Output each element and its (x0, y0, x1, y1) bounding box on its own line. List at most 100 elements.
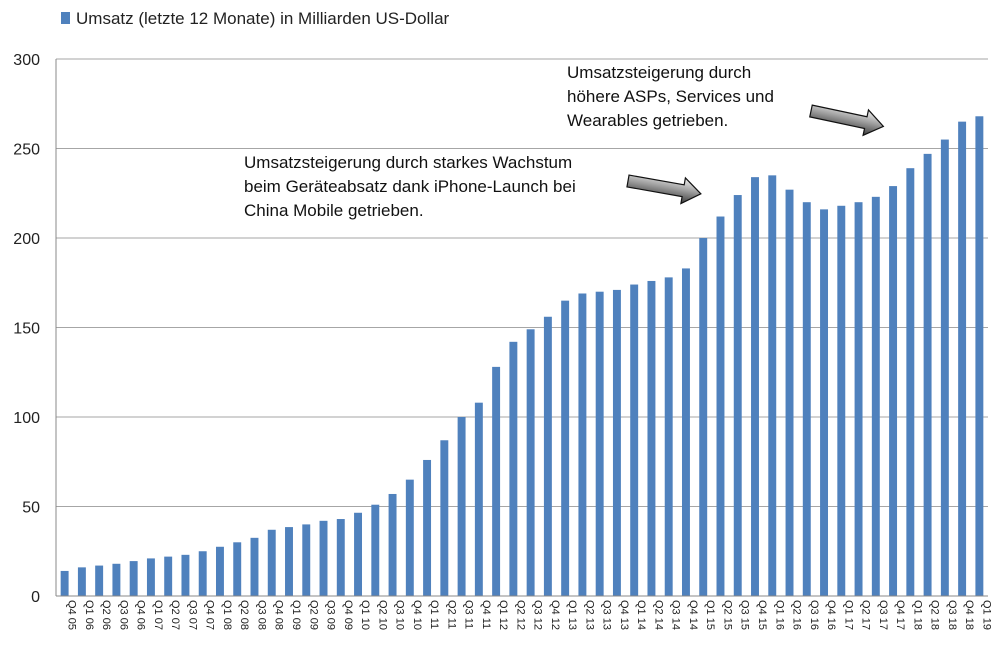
x-tick-label: Q4 15 (756, 600, 768, 630)
gridlines (56, 58, 988, 507)
x-tick-label: Q3 16 (808, 600, 820, 630)
x-tick-label: Q4 05 (66, 600, 78, 630)
bar (198, 551, 207, 596)
annotation-2-line-1: Umsatzsteigerung durch (567, 63, 752, 82)
bar (940, 139, 949, 597)
bar (215, 546, 224, 596)
x-tick-label: Q1 15 (704, 600, 716, 630)
annotation-1-line-1: Umsatzsteigerung durch starkes Wachstum (244, 153, 573, 172)
y-axis-ticks: 0 50 100 150 200 250 300 (13, 52, 40, 606)
x-tick-label: Q3 10 (394, 600, 406, 630)
bar (595, 291, 604, 596)
x-axis-labels: Q4 05 Q1 06 Q2 06 Q3 06 Q4 06 Q1 07 Q2 07 Q3 07… (66, 600, 993, 630)
bar (319, 520, 328, 596)
bar (578, 293, 587, 596)
annotation-2-line-2: höhere ASPs, Services und (567, 87, 774, 106)
bars (60, 116, 984, 597)
x-tick-label: Q4 10 (411, 600, 423, 630)
x-tick-label: Q4 11 (480, 600, 492, 629)
x-tick-label: Q4 14 (687, 600, 699, 630)
bar (837, 205, 846, 596)
x-tick-label: Q2 14 (652, 600, 664, 630)
x-tick-label: Q4 06 (135, 600, 147, 630)
bar (371, 504, 380, 596)
x-tick-label: Q2 16 (791, 600, 803, 630)
y-tick-label: 0 (31, 589, 40, 606)
bar (543, 316, 552, 596)
x-tick-label: Q4 08 (273, 600, 285, 630)
x-tick-label: Q1 06 (83, 600, 95, 630)
x-tick-label: Q3 06 (117, 600, 129, 630)
bar (612, 289, 621, 596)
bar (923, 153, 932, 596)
bar (336, 519, 345, 596)
bar (889, 186, 898, 596)
annotation-2-line-3: Wearables getrieben. (567, 111, 729, 130)
bar (975, 116, 984, 596)
x-tick-label: Q1 08 (221, 600, 233, 630)
x-tick-label: Q2 12 (514, 600, 526, 630)
bar (958, 121, 967, 597)
bar (751, 177, 759, 596)
bar (95, 565, 104, 596)
x-tick-label: Q3 14 (670, 600, 682, 630)
bar (561, 300, 570, 596)
x-tick-label: Q1 07 (152, 600, 164, 630)
x-tick-label: Q3 08 (255, 600, 267, 630)
annotation-2: Umsatzsteigerung durch höhere ASPs, Serv… (567, 61, 774, 133)
bar (716, 216, 725, 596)
y-tick-label: 250 (13, 142, 40, 159)
x-tick-label: Q1 17 (842, 600, 854, 630)
x-tick-label: Q4 07 (204, 600, 216, 630)
bar (854, 202, 863, 596)
bar (267, 529, 276, 596)
bar (302, 524, 311, 596)
legend-label: Umsatz (letzte 12 Monate) in Milliarden … (76, 9, 450, 28)
x-tick-label: Q1 16 (773, 600, 785, 630)
y-tick-label: 300 (13, 52, 40, 69)
x-tick-label: Q3 07 (186, 600, 198, 630)
bar (681, 268, 690, 596)
x-tick-label: Q3 11 (463, 600, 475, 629)
x-tick-label: Q2 17 (860, 600, 872, 630)
bar (630, 284, 639, 596)
annotation-1: Umsatzsteigerung durch starkes Wachstum … (244, 151, 576, 223)
x-tick-label: Q4 18 (963, 600, 975, 630)
x-tick-label: Q4 13 (618, 600, 630, 630)
bar (77, 567, 86, 596)
legend-swatch (61, 12, 70, 24)
x-tick-label: Q1 19 (980, 600, 992, 630)
x-tick-label: Q1 12 (497, 600, 509, 630)
x-tick-label: Q2 06 (100, 600, 112, 630)
bar (699, 238, 708, 596)
x-tick-label: Q4 12 (549, 600, 561, 630)
bar (871, 196, 880, 596)
x-tick-label: Q1 14 (635, 600, 647, 630)
bar (802, 202, 811, 596)
bar (423, 459, 432, 596)
bar (405, 479, 414, 596)
x-tick-label: Q3 15 (739, 600, 751, 630)
bar (474, 402, 483, 596)
annotation-arrow-1 (626, 174, 702, 205)
x-tick-label: Q2 07 (169, 600, 181, 630)
annotation-arrow-2 (809, 104, 885, 137)
bar (906, 168, 915, 596)
bar (233, 542, 242, 596)
x-tick-label: Q2 15 (721, 600, 733, 630)
bar (664, 277, 673, 596)
x-tick-label: Q2 11 (445, 600, 457, 629)
bar (388, 493, 397, 596)
bar (146, 558, 155, 596)
bar (733, 195, 742, 597)
bar (112, 563, 121, 596)
legend: Umsatz (letzte 12 Monate) in Milliarden … (61, 9, 450, 28)
x-tick-label: Q1 18 (911, 600, 923, 630)
x-tick-label: Q2 13 (583, 600, 595, 630)
x-tick-label: Q3 17 (877, 600, 889, 630)
y-tick-label: 100 (13, 410, 40, 427)
bar (164, 556, 173, 596)
y-tick-label: 150 (13, 321, 40, 338)
x-tick-label: Q2 10 (376, 600, 388, 630)
